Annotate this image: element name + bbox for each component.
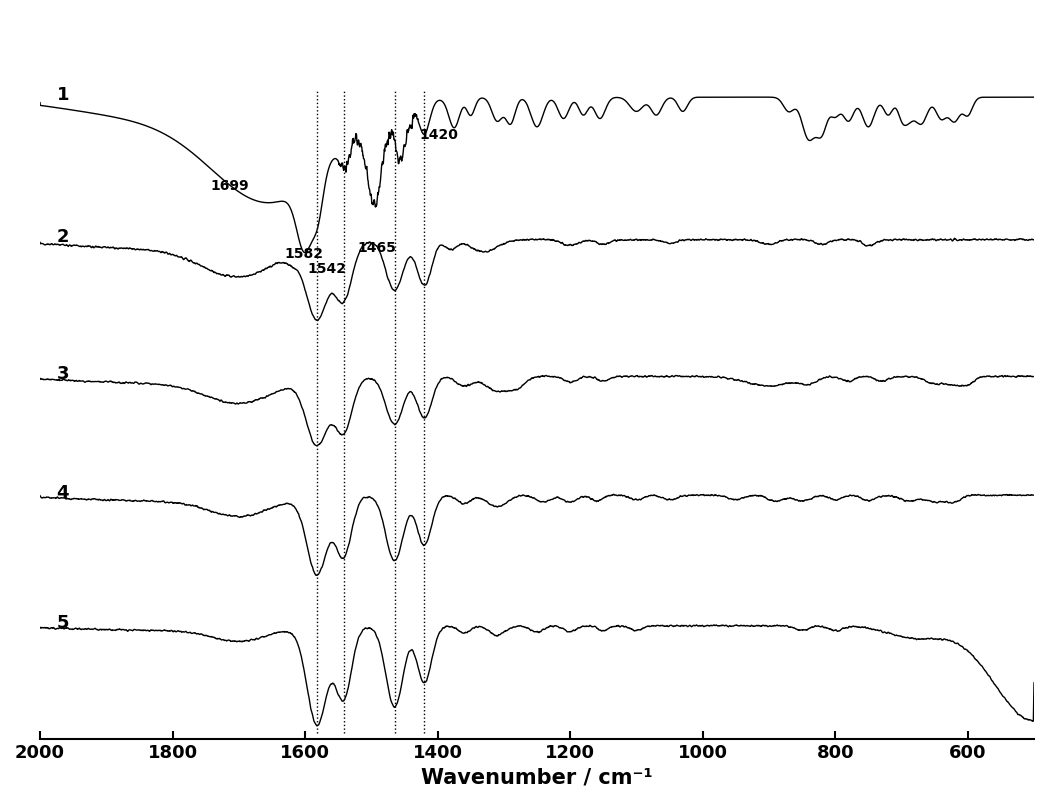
- X-axis label: Wavenumber / cm⁻¹: Wavenumber / cm⁻¹: [422, 767, 652, 787]
- Text: 1699: 1699: [211, 179, 250, 193]
- Text: 2: 2: [57, 228, 69, 246]
- Text: 1582: 1582: [284, 246, 324, 261]
- Text: 1: 1: [57, 86, 69, 103]
- Text: 5: 5: [57, 614, 69, 631]
- Text: 1420: 1420: [419, 128, 458, 142]
- Text: 3: 3: [57, 364, 69, 383]
- Text: 1542: 1542: [307, 261, 347, 276]
- Text: 4: 4: [57, 483, 69, 501]
- Text: 1465: 1465: [357, 241, 395, 254]
